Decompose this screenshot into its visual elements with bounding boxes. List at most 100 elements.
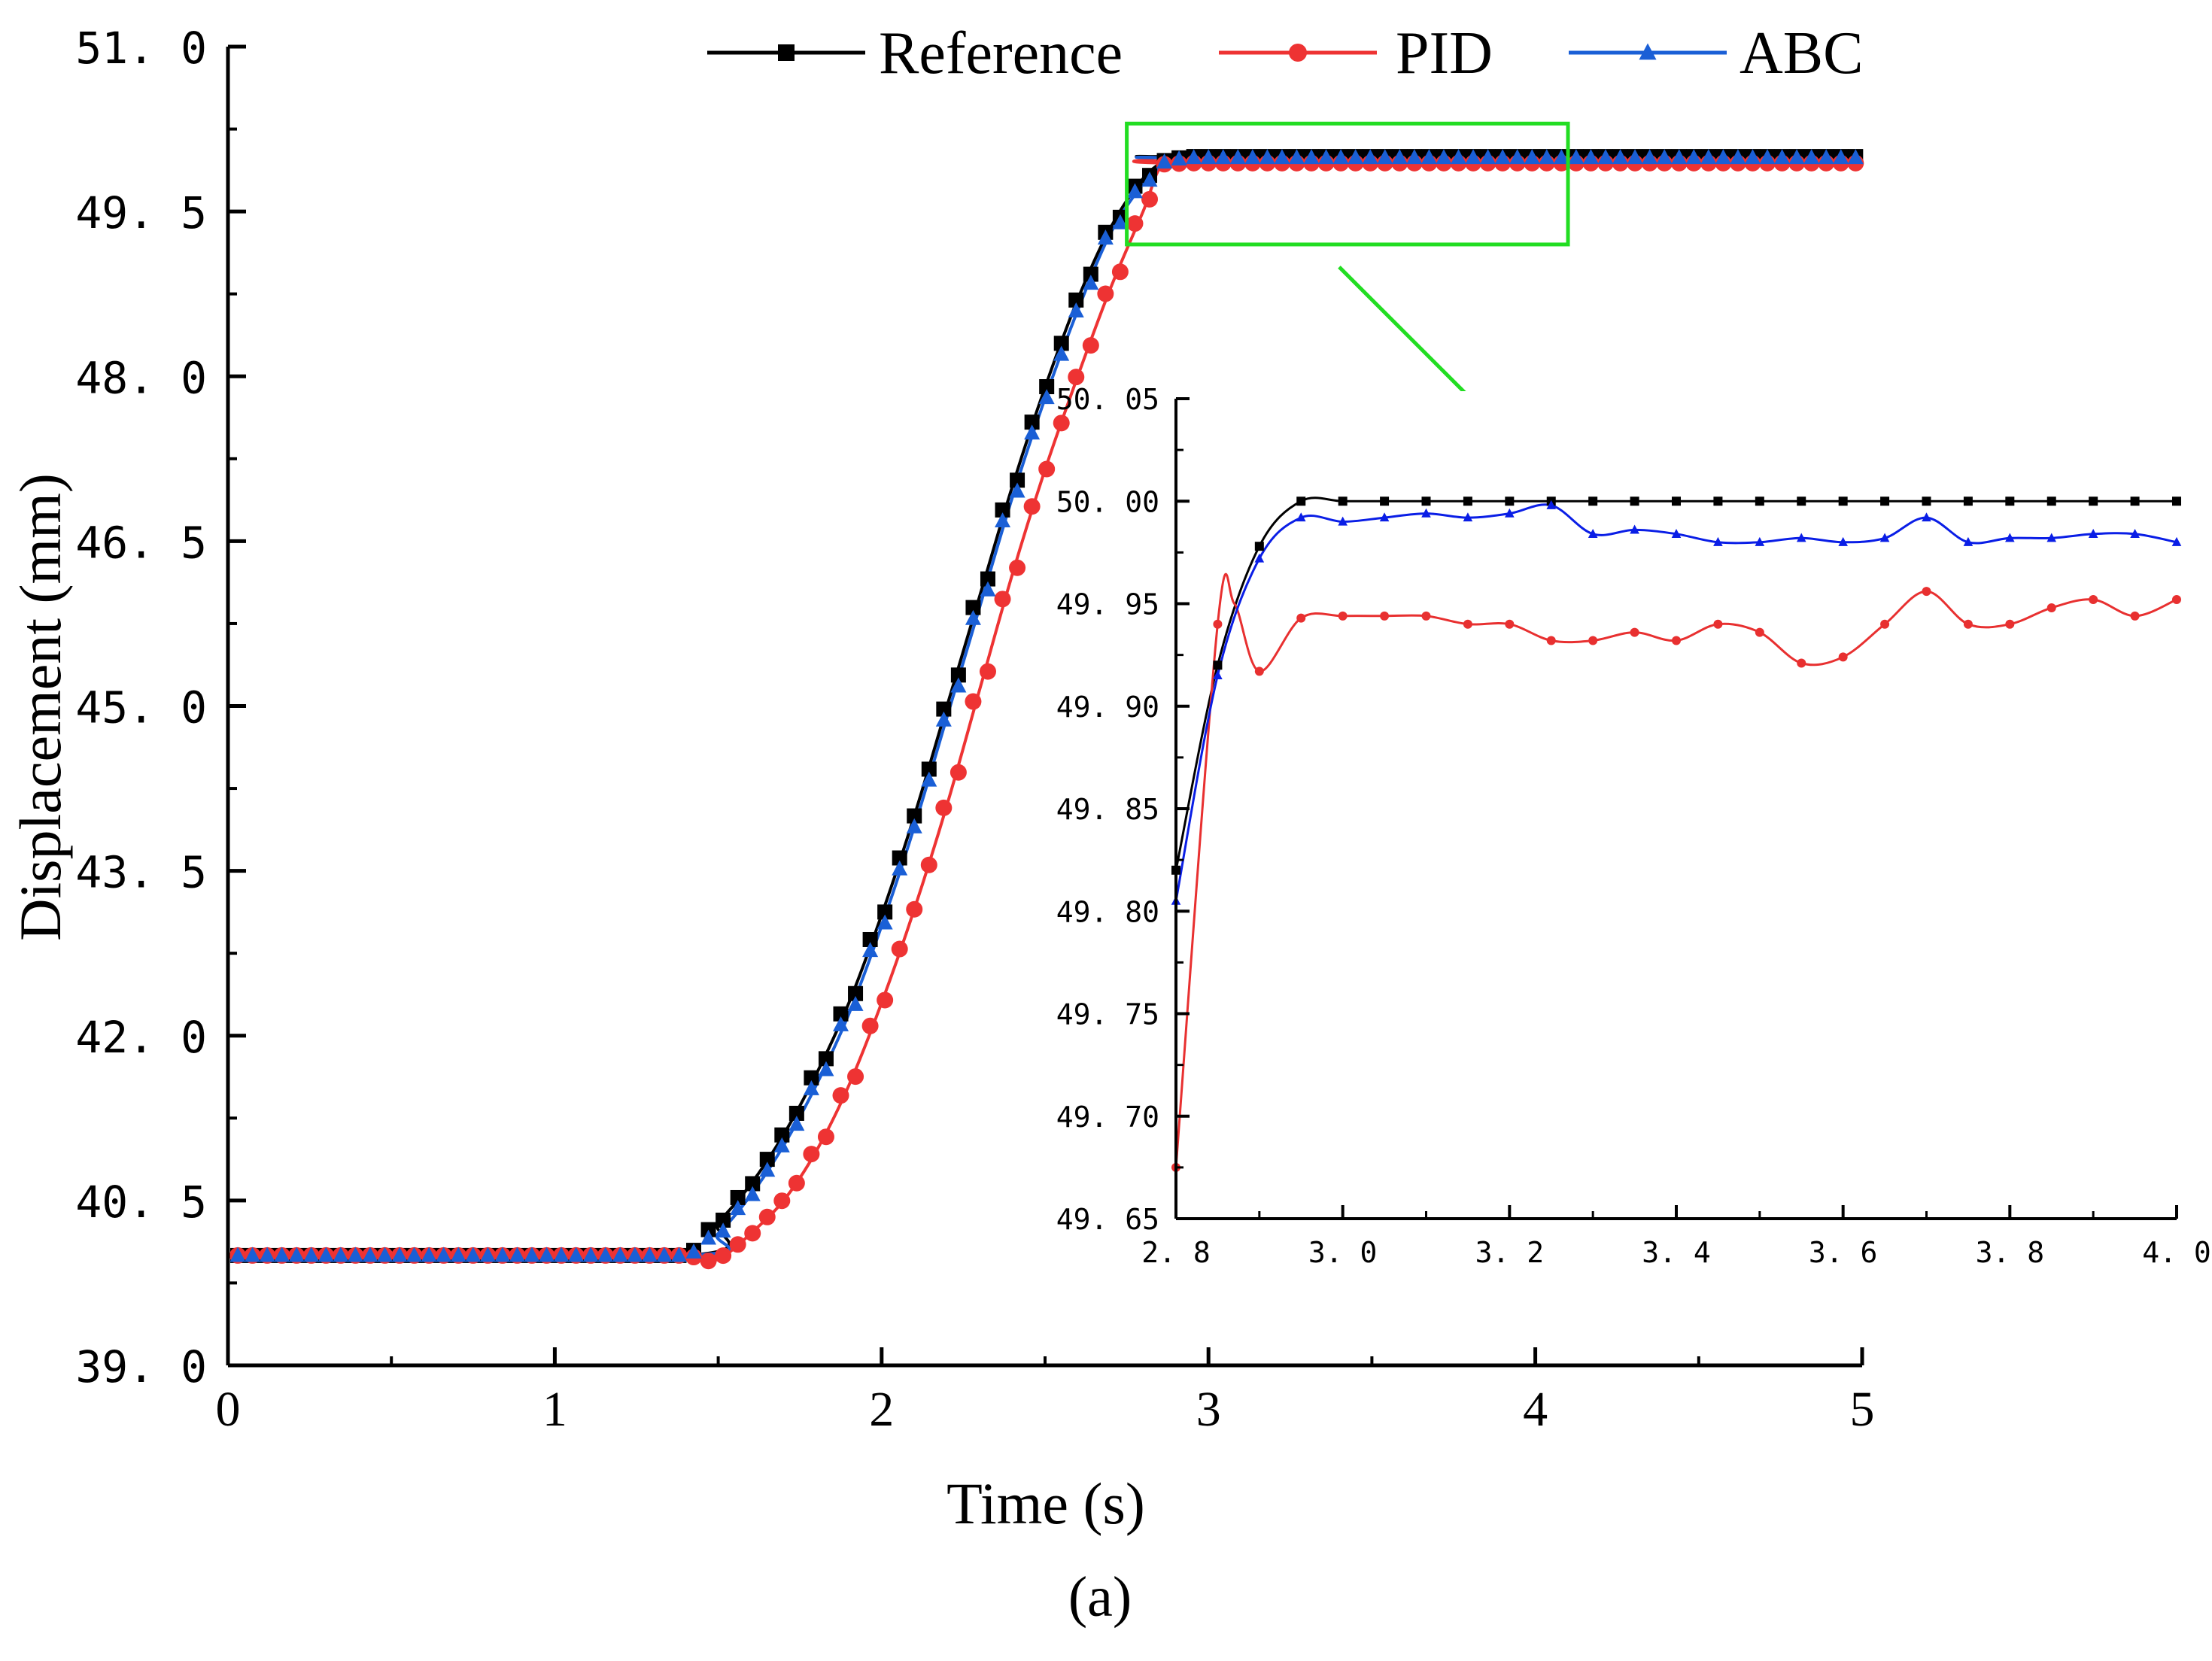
main-marker-reference xyxy=(818,1051,834,1067)
main-marker-abc xyxy=(730,1200,746,1216)
main-marker-abc xyxy=(1451,149,1467,165)
main-marker-abc xyxy=(1362,149,1378,165)
main-marker-abc xyxy=(1833,149,1849,165)
inset-y-tick-label: 49. 75 xyxy=(1056,998,1159,1031)
main-marker-abc xyxy=(1597,149,1614,165)
inset-marker-pid xyxy=(1421,611,1431,621)
main-marker-pid xyxy=(847,1068,864,1086)
main-plot: 0 1 2 3 4 5 39. 0 40. 5 42. 0 43. 5 45. 0 46. 5 48. … xyxy=(8,23,1875,1629)
main-marker-pid xyxy=(1082,337,1099,354)
main-marker-reference xyxy=(1039,379,1055,395)
main-marker-abc xyxy=(700,1229,717,1245)
main-marker-abc xyxy=(245,1247,261,1262)
main-marker-reference xyxy=(921,761,937,777)
main-marker-reference xyxy=(877,904,893,920)
main-marker-abc xyxy=(1244,149,1261,165)
main-y-tick-label: 48. 0 xyxy=(75,352,207,403)
inset-marker-reference xyxy=(2089,496,2098,506)
main-marker-abc xyxy=(1436,149,1452,165)
main-marker-abc xyxy=(465,1247,482,1262)
main-marker-abc xyxy=(1318,149,1335,165)
main-marker-abc xyxy=(1406,149,1423,165)
main-marker-abc xyxy=(539,1247,555,1262)
main-marker-pid xyxy=(1141,190,1159,208)
main-marker-abc xyxy=(641,1247,658,1262)
inset-marker-reference xyxy=(2172,496,2181,506)
main-y-tick-label: 51. 0 xyxy=(75,23,207,74)
inset-marker-reference xyxy=(1505,496,1515,506)
main-y-tick-label: 42. 0 xyxy=(75,1012,207,1063)
main-marker-abc xyxy=(303,1247,320,1262)
inset-marker-pid xyxy=(1630,627,1639,637)
main-marker-abc xyxy=(288,1247,305,1262)
main-marker-abc xyxy=(1847,149,1864,165)
main-marker-abc xyxy=(406,1247,423,1262)
main-marker-reference xyxy=(759,1152,775,1168)
inset-plot: 2. 8 3. 0 3. 2 3. 4 3. 6 3. 8 4. 0 49. 65 49. 70… xyxy=(1056,383,2211,1271)
main-marker-abc xyxy=(524,1247,540,1262)
inset-marker-abc xyxy=(1505,508,1515,518)
main-marker-abc xyxy=(1788,149,1805,165)
inset-marker-abc xyxy=(1588,529,1598,538)
main-y-tick-label: 39. 0 xyxy=(75,1341,207,1392)
main-marker-reference xyxy=(700,1222,716,1237)
main-marker-abc xyxy=(1730,149,1746,165)
inset-marker-abc xyxy=(1963,536,1973,546)
main-marker-abc xyxy=(818,1061,834,1076)
inset-marker-pid xyxy=(1797,658,1806,668)
main-marker-abc xyxy=(494,1247,511,1262)
main-marker-reference xyxy=(936,701,952,717)
main-marker-pid xyxy=(715,1247,732,1265)
main-marker-reference xyxy=(907,808,922,824)
main-marker-abc xyxy=(744,1186,761,1201)
main-marker-abc xyxy=(1627,149,1643,165)
main-series-markers xyxy=(229,149,1864,1270)
zoom-region-box xyxy=(1125,121,1570,247)
main-marker-pid xyxy=(1126,215,1144,232)
main-marker-abc xyxy=(1332,149,1349,165)
main-marker-reference xyxy=(892,850,907,866)
inset-marker-abc xyxy=(1671,529,1682,538)
main-marker-abc xyxy=(362,1247,378,1262)
main-marker-abc xyxy=(1759,149,1776,165)
inset-y-tick-label: 49. 95 xyxy=(1056,588,1159,621)
main-marker-abc xyxy=(377,1247,393,1262)
legend-item-abc: ABC xyxy=(1569,20,1864,87)
main-marker-abc xyxy=(1200,149,1217,165)
inset-marker-reference xyxy=(1421,496,1431,506)
main-marker-pid xyxy=(1023,498,1041,515)
inset-x-tick-label: 3. 0 xyxy=(1308,1236,1378,1269)
main-marker-abc xyxy=(1053,345,1070,361)
main-marker-abc xyxy=(1288,149,1305,165)
inset-marker-reference xyxy=(2130,496,2140,506)
main-marker-pid xyxy=(744,1225,761,1242)
main-marker-abc xyxy=(479,1247,496,1262)
inset-marker-reference xyxy=(1380,496,1390,506)
inset-marker-pid xyxy=(2005,619,2015,629)
main-marker-abc xyxy=(229,1247,246,1262)
inset-marker-abc xyxy=(1879,533,1890,542)
main-y-tick-label: 45. 0 xyxy=(75,682,207,733)
inset-x-tick-label: 3. 8 xyxy=(1976,1236,2045,1269)
inset-marker-pid xyxy=(1963,619,1973,629)
inset-marker-reference xyxy=(1797,496,1806,506)
inset-marker-abc xyxy=(2171,536,2182,546)
legend-item-pid: PID xyxy=(1219,20,1493,87)
legend-label-pid: PID xyxy=(1396,20,1493,87)
inset-y-tick-label: 50. 00 xyxy=(1056,485,1159,518)
inset-marker-abc xyxy=(1630,524,1639,534)
main-marker-reference xyxy=(965,600,981,615)
main-marker-pid xyxy=(1009,559,1026,576)
main-x-tick-label: 1 xyxy=(542,1382,567,1437)
legend: Reference PID ABC xyxy=(707,20,1864,87)
inset-marker-abc xyxy=(1922,512,1931,522)
inset-marker-abc xyxy=(2005,533,2015,542)
inset-marker-reference xyxy=(1630,496,1639,506)
main-marker-pid xyxy=(773,1192,791,1210)
inset-marker-abc xyxy=(1338,516,1348,526)
inset-marker-abc xyxy=(1838,536,1848,546)
inset-tick-labels: 2. 8 3. 0 3. 2 3. 4 3. 6 3. 8 4. 0 49. 65 49. 70… xyxy=(1056,383,2211,1269)
main-marker-abc xyxy=(995,512,1011,528)
main-y-tick-label: 43. 5 xyxy=(75,847,207,898)
